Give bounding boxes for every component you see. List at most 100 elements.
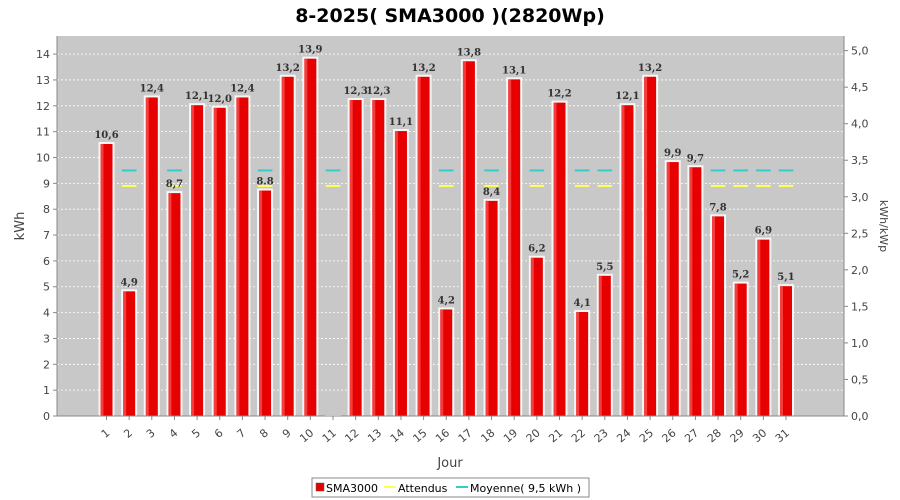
x-tick-label: 28 xyxy=(705,426,724,445)
y-tick-label: 7 xyxy=(43,229,50,242)
bar-value-label: 8,4 xyxy=(483,187,500,198)
bar-highlight xyxy=(757,239,761,416)
bar-value-label: 13,2 xyxy=(411,63,435,74)
bar-highlight xyxy=(462,61,466,416)
bar-value-label: 5,1 xyxy=(777,272,794,283)
x-tick-label: 13 xyxy=(365,426,384,445)
bar-highlight xyxy=(530,257,534,416)
bar-highlight xyxy=(304,58,308,417)
bar-highlight xyxy=(440,309,444,416)
x-tick-label: 17 xyxy=(456,426,475,445)
bar-highlight xyxy=(281,76,285,416)
x-tick-label: 22 xyxy=(569,426,588,445)
legend-label-attendus: Attendus xyxy=(398,482,448,495)
bar-highlight xyxy=(644,76,648,416)
bar-highlight xyxy=(508,79,512,417)
y2-tick-label: 3,0 xyxy=(851,191,869,204)
x-tick-label: 14 xyxy=(388,426,407,445)
x-tick-label: 23 xyxy=(592,426,611,445)
x-tick-label: 7 xyxy=(235,426,249,440)
x-tick-label: 6 xyxy=(212,426,226,440)
bar-value-label: 8.8 xyxy=(256,177,273,188)
y2-tick-label: 2,5 xyxy=(851,227,869,240)
legend: SMA3000 Attendus Moyenne( 9,5 kWh ) xyxy=(311,477,590,498)
bar-value-label: 12,4 xyxy=(230,83,254,94)
y-tick-label: 14 xyxy=(36,48,50,61)
bar-highlight xyxy=(123,291,127,416)
x-tick-label: 20 xyxy=(524,426,543,445)
bar-highlight xyxy=(780,286,783,416)
bar-value-label: 12,0 xyxy=(208,94,232,105)
x-tick-label: 21 xyxy=(546,426,565,445)
bar-value-label: 10,6 xyxy=(94,130,118,141)
y2-tick-label: 4,0 xyxy=(851,118,869,131)
y-tick-label: 0 xyxy=(43,410,50,423)
y-tick-label: 4 xyxy=(43,307,50,320)
y-tick-label: 11 xyxy=(36,126,50,139)
x-tick-label: 4 xyxy=(167,426,181,440)
y-tick-label: 2 xyxy=(43,358,50,371)
x-tick-label: 30 xyxy=(750,426,769,445)
bar-value-label: 13,2 xyxy=(638,63,662,74)
bar-highlight xyxy=(191,105,195,417)
bar-highlight xyxy=(712,216,716,416)
bar-highlight xyxy=(349,100,353,416)
right-axis: 0,0 0,5 1,0 1,5 2,0 2,5 3,0 3,5 4,0 4,5 5,0 xyxy=(843,36,869,423)
bar-value-label: 13,2 xyxy=(276,63,300,74)
x-tick-label: 15 xyxy=(410,426,429,445)
x-tick-label: 25 xyxy=(637,426,656,445)
y-tick-label: 13 xyxy=(36,74,50,87)
bar-highlight xyxy=(553,102,557,416)
bar-highlight xyxy=(168,193,172,416)
bar-highlight xyxy=(576,312,580,416)
legend-box xyxy=(311,477,590,498)
y2-tick-label: 0,5 xyxy=(851,373,869,386)
y2-tick-label: 1,5 xyxy=(851,300,869,313)
bar-value-label: 7,8 xyxy=(709,202,726,213)
x-tick-label: 29 xyxy=(728,426,747,445)
y-tick-label: 8 xyxy=(43,203,50,216)
y-tick-label: 10 xyxy=(36,151,50,164)
legend-swatch-sma3000 xyxy=(315,482,325,492)
x-tick-label: 26 xyxy=(660,426,679,445)
bar-highlight xyxy=(485,200,489,416)
bar-value-label: 6,2 xyxy=(528,244,545,255)
y2-tick-label: 3,5 xyxy=(851,154,869,167)
bar-value-label: 6,9 xyxy=(755,226,772,237)
y2-tick-label: 5,0 xyxy=(851,45,869,58)
bar-highlight xyxy=(372,100,376,416)
bar-value-label: 5,5 xyxy=(596,262,613,273)
y-axis-label: kWh xyxy=(13,212,28,241)
y-tick-label: 3 xyxy=(43,332,50,345)
y2-tick-label: 0,0 xyxy=(851,410,869,423)
legend-label-sma3000: SMA3000 xyxy=(326,482,378,495)
x-tick-label: 24 xyxy=(614,426,633,445)
bar-highlight xyxy=(394,131,398,416)
x-tick-label: 18 xyxy=(478,426,497,445)
bar-value-label: 4,1 xyxy=(573,298,590,309)
bar-value-label: 12,1 xyxy=(615,91,639,102)
bar-value-label: 4,9 xyxy=(120,277,137,288)
bar-value-label: 9,7 xyxy=(687,153,704,164)
bar-highlight xyxy=(598,275,602,416)
bar-highlight xyxy=(666,162,670,416)
bar-value-label: 13,9 xyxy=(298,45,322,56)
value-labels: 10,64,912,48,712,112,012,48.813,213,912,… xyxy=(94,45,794,309)
bar-highlight xyxy=(417,76,421,416)
x-tick-label: 10 xyxy=(297,426,316,445)
x-tick-label: 9 xyxy=(280,426,294,440)
x-tick-label: 16 xyxy=(433,426,452,445)
bar-highlight xyxy=(734,283,738,416)
x-tick-label: 1 xyxy=(99,426,113,440)
y-tick-label: 6 xyxy=(43,255,50,268)
bar-value-label: 8,7 xyxy=(166,179,183,190)
x-tick-label: 19 xyxy=(501,426,520,445)
bar-highlight xyxy=(100,143,104,416)
bar-highlight xyxy=(689,167,693,416)
x-axis-label: Jour xyxy=(436,456,463,471)
y2-tick-label: 2,0 xyxy=(851,264,869,277)
bar-value-label: 12,4 xyxy=(140,83,164,94)
y2-tick-label: 4,5 xyxy=(851,81,869,94)
x-tick-label: 8 xyxy=(257,426,271,440)
y-tick-label: 1 xyxy=(43,384,50,397)
